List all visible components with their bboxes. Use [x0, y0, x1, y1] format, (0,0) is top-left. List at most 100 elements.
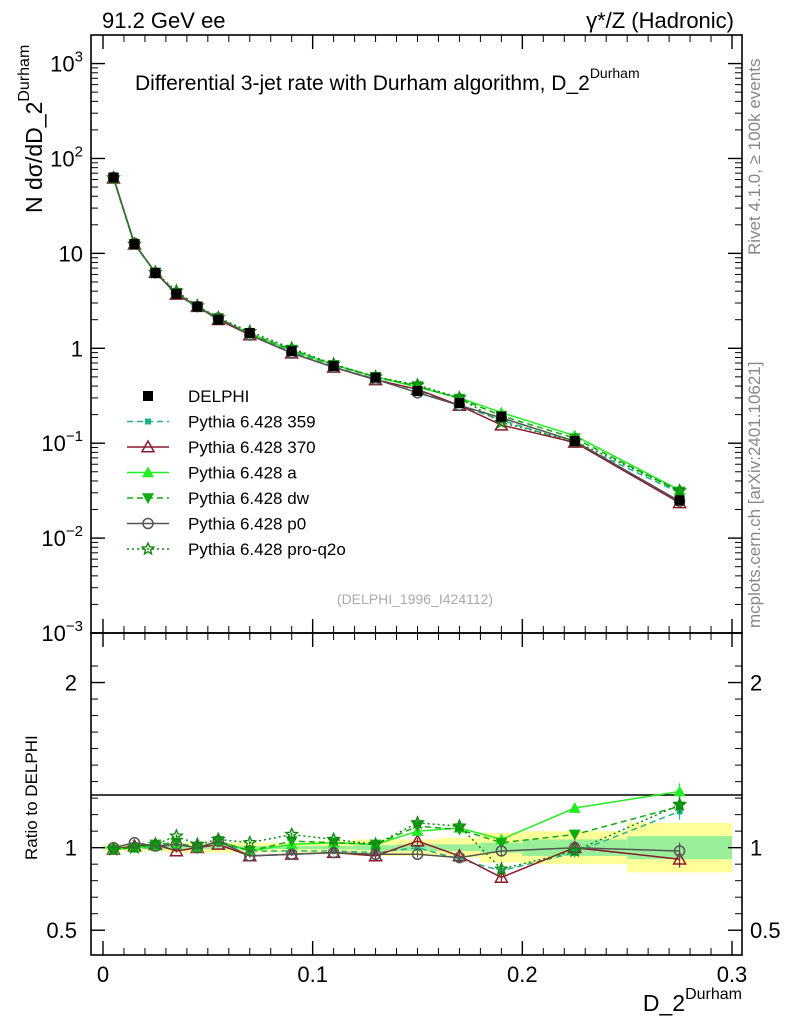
series-point [672, 482, 688, 498]
ratio-point [494, 861, 509, 876]
legend-label: Pythia 6.428 a [188, 464, 297, 483]
legend-item: Pythia 6.428 pro-q2o [127, 540, 346, 559]
x-tick-label: 0.3 [717, 962, 748, 987]
y-axis-label: N dσ/dD_2Durham [16, 45, 47, 213]
legend-marker [140, 439, 156, 453]
ratio-y-axis-label: Ratio to DELPHI [22, 735, 41, 860]
ratio-point [244, 850, 256, 862]
legend-label: DELPHI [188, 387, 249, 406]
ratio-y-tick-label: 0.5 [46, 918, 77, 943]
ratio-point [191, 841, 204, 854]
ratio-point [414, 844, 421, 851]
legend-item: Pythia 6.428 p0 [127, 515, 306, 534]
ratio-frame [90, 632, 743, 956]
legend-marker [145, 418, 151, 425]
ratio-point [242, 834, 258, 850]
x-tick-label: 0 [97, 962, 109, 987]
ratio-point [147, 836, 163, 851]
data-point [150, 268, 161, 279]
data-point [412, 385, 423, 396]
data-point [129, 239, 140, 250]
legend-label: Pythia 6.428 pro-q2o [188, 540, 346, 559]
ratio-point [106, 841, 121, 856]
ratio-axes: 0.5 0.5 1 1 2 2 0 0.1 0.2 0.3 [46, 633, 781, 987]
legend: DELPHI Pythia 6.428 359 Pythia 6.428 370 Py… [127, 387, 346, 559]
ratio-panel: 0.5 0.5 1 1 2 2 0 0.1 0.2 0.3 Ratio to DELPHI D_2… [22, 632, 781, 1016]
ratio-point [495, 837, 508, 849]
ratio-point [149, 840, 162, 852]
ratio-y-tick-label-right: 1 [750, 836, 762, 861]
legend-item: Pythia 6.428 a [127, 464, 297, 483]
ratio-y-tick-label: 2 [65, 671, 77, 696]
data-point [244, 327, 255, 338]
ratio-point [368, 848, 383, 862]
process-label: γ*/Z (Hadronic) [586, 8, 734, 33]
ratio-point [673, 845, 686, 857]
x-axis-label: D_2Durham [643, 986, 742, 1016]
legend-item: Pythia 6.428 370 [127, 438, 316, 457]
ratio-point [411, 848, 424, 861]
ratio-point [672, 851, 687, 865]
ratio-point [210, 831, 226, 846]
ratio-point [672, 796, 687, 812]
legend-label: Pythia 6.428 p0 [188, 515, 306, 534]
ratio-point [327, 846, 340, 859]
ratio-point [410, 815, 425, 830]
data-point [171, 288, 182, 299]
ratio-point [369, 848, 382, 861]
data-point [328, 361, 339, 372]
analysis-id-watermark: (DELPHI_1996_I424112) [337, 591, 493, 607]
legend-marker [142, 493, 154, 504]
ratio-point [168, 828, 184, 843]
ratio-point [494, 869, 509, 883]
y-tick-label: 10 [59, 241, 83, 266]
main-data-points [108, 172, 685, 506]
y-tick-label: 1 [71, 336, 83, 361]
data-point [496, 411, 507, 422]
ratio-point [568, 802, 581, 813]
ratio-point [284, 826, 300, 841]
legend-item: Pythia 6.428 dw [127, 489, 310, 508]
y-tick-label: 10−3 [41, 618, 83, 646]
legend-marker [143, 391, 153, 401]
ratio-point [453, 851, 466, 864]
legend-item: Pythia 6.428 359 [127, 413, 316, 432]
ratio-series-group [106, 783, 687, 883]
y-tick-label: 10−2 [41, 523, 83, 551]
ratio-point [410, 833, 425, 847]
data-point [192, 301, 203, 312]
stat-uncertainty-band [207, 846, 229, 850]
ratio-point [169, 843, 184, 857]
stat-uncertainty-band [438, 844, 481, 851]
ratio-point [126, 839, 142, 854]
x-tick-label: 0.2 [507, 962, 538, 987]
ratio-point [189, 836, 205, 851]
legend-item: DELPHI [143, 387, 249, 406]
ratio-point [212, 835, 225, 847]
ratio-point [673, 785, 686, 797]
ratio-point [326, 831, 342, 846]
ratio-line-pythia-6.428-pro-q2o [113, 804, 680, 870]
x-tick-label: 0.1 [297, 962, 328, 987]
data-point [370, 372, 381, 383]
y-tick-label: 10−1 [41, 428, 83, 456]
data-point [108, 172, 119, 183]
ratio-point [368, 836, 384, 851]
legend-label: Pythia 6.428 dw [188, 489, 310, 508]
ratio-y-tick-label: 1 [65, 836, 77, 861]
ratio-y-tick-label-right: 2 [750, 671, 762, 696]
legend-marker [142, 517, 154, 530]
ratio-y-tick-label-right: 0.5 [750, 918, 781, 943]
ratio-point [568, 829, 581, 841]
data-point [213, 314, 224, 325]
main-series-group [106, 169, 688, 509]
ratio-point [495, 845, 508, 857]
data-point [674, 495, 685, 506]
ratio-point [285, 848, 298, 861]
rivet-version-label: Rivet 4.1.0, ≥ 100k events [745, 59, 764, 255]
y-tick-label: 102 [50, 143, 83, 171]
ratio-point [288, 847, 295, 854]
